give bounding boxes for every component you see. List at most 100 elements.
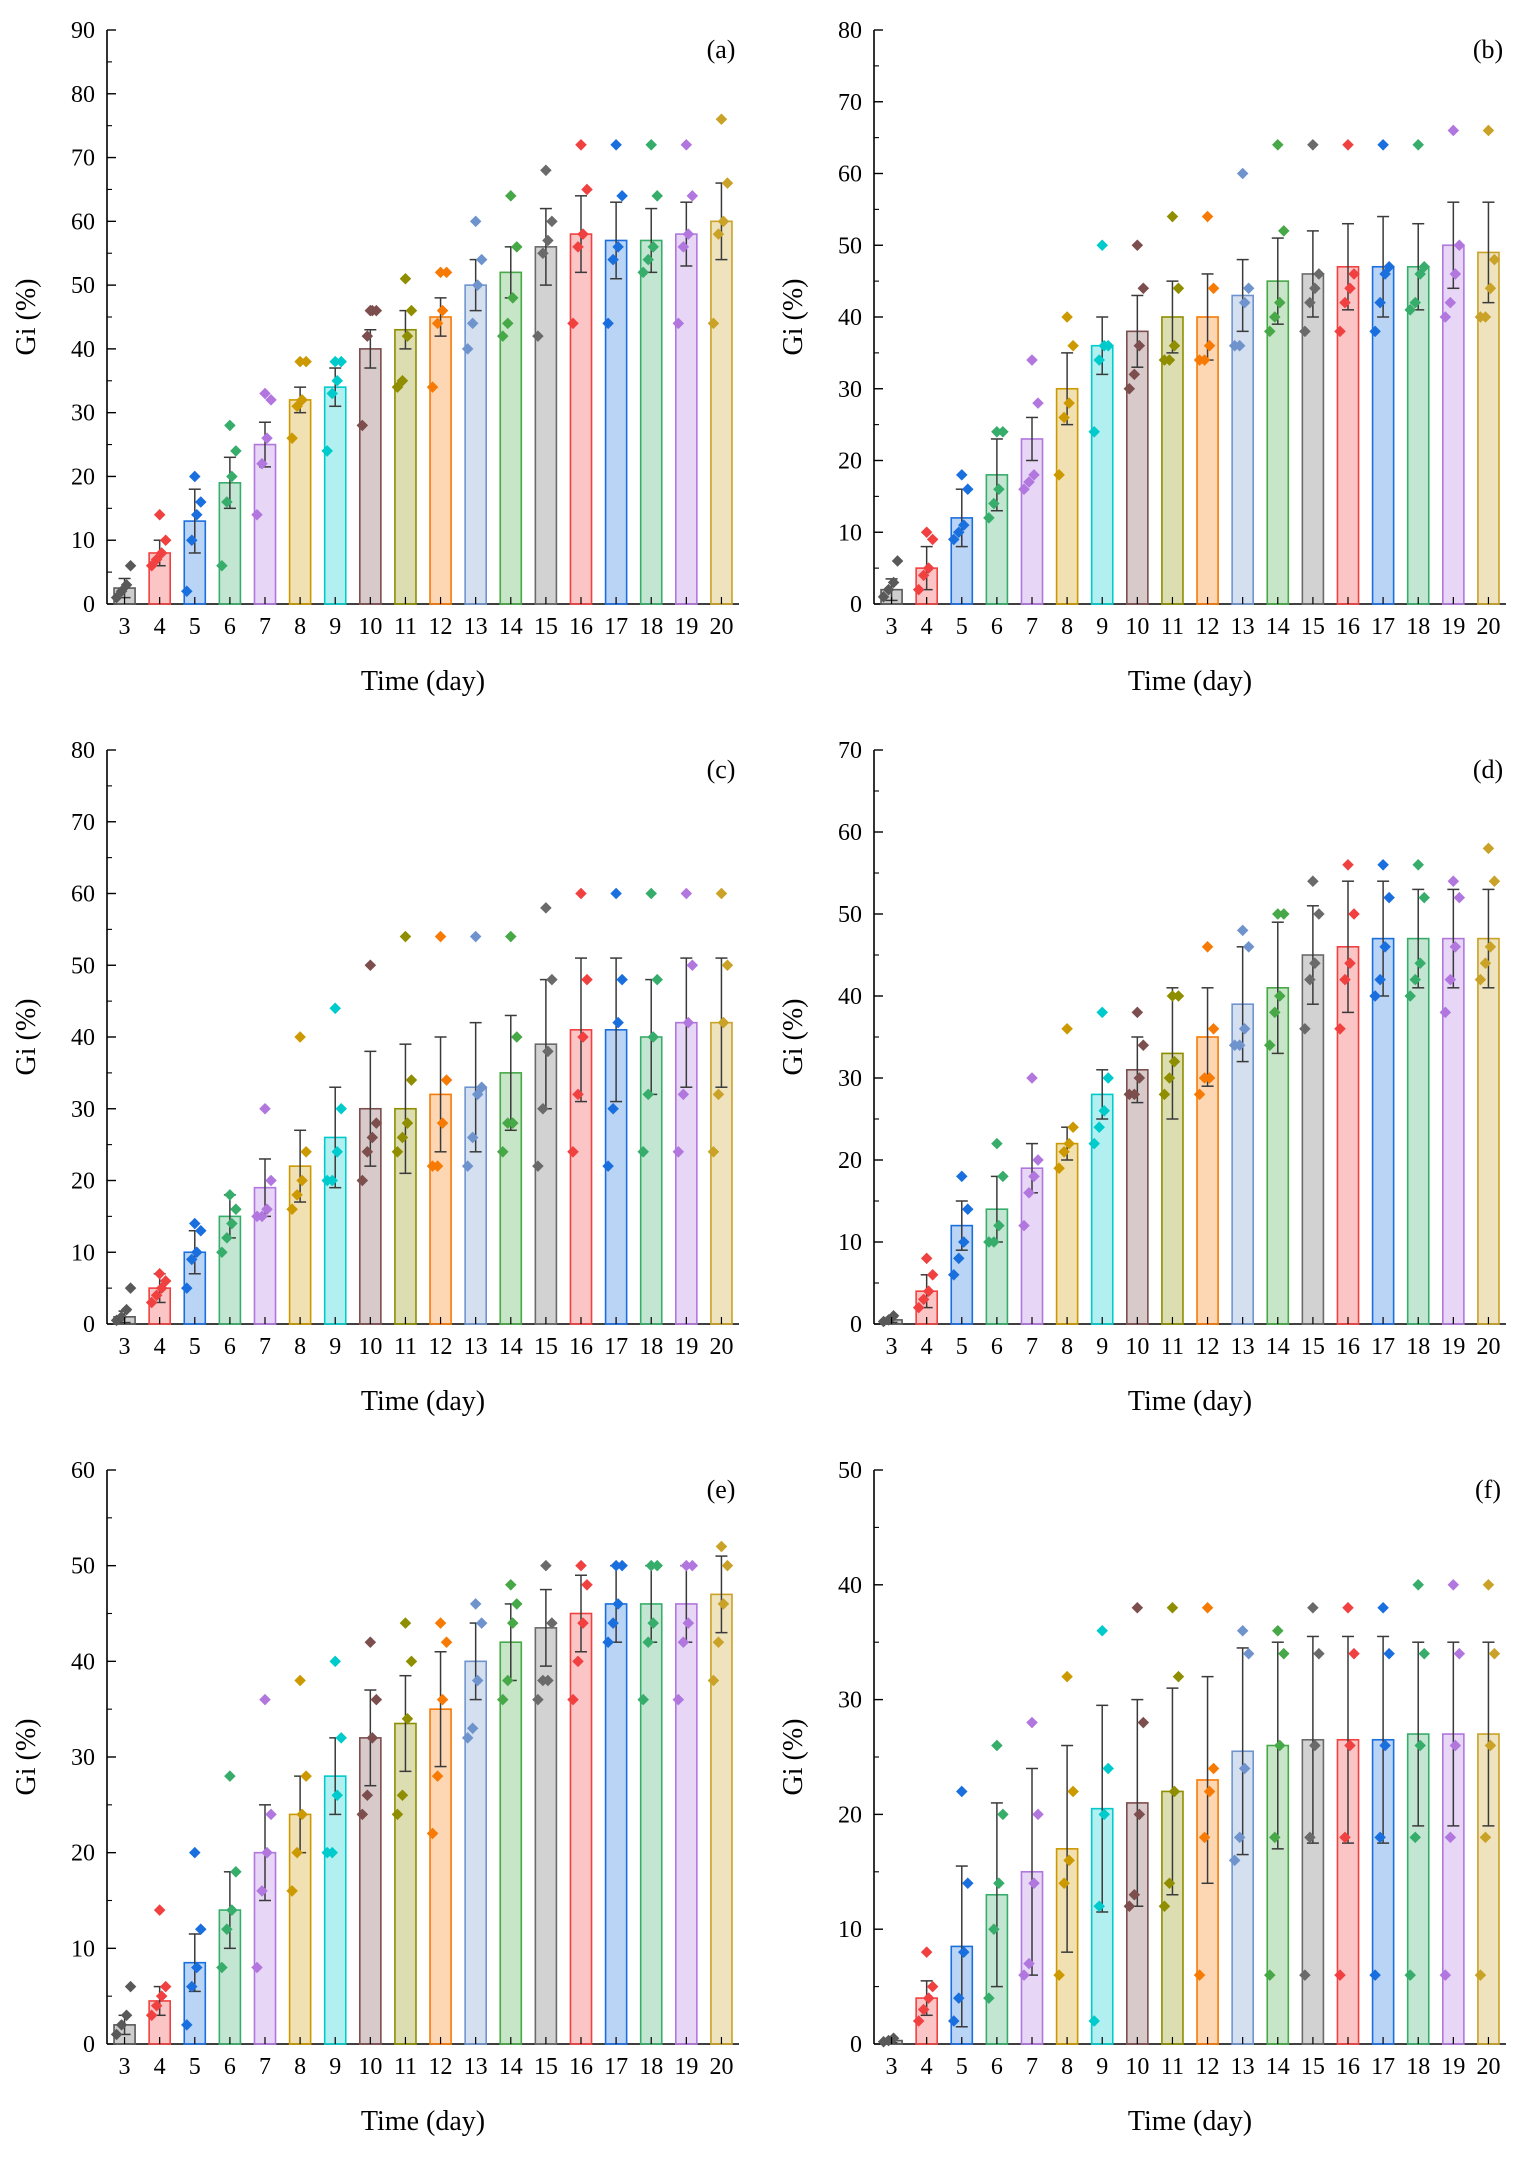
chart-svg-d: 0 10 20 30 40 50 60 70 3 4 5 6 7 8 9 10 11 12 13 14 15 16 17 18… [778, 738, 1506, 1417]
data-point [506, 1117, 519, 1129]
data-point [188, 1846, 201, 1859]
y-tick-label: 40 [71, 1649, 95, 1675]
data-point [440, 1074, 452, 1086]
x-tick-label: 14 [1266, 2054, 1290, 2080]
data-point [1063, 1854, 1075, 1867]
data-point [1374, 296, 1386, 309]
data-point [958, 519, 970, 531]
x-tick-label: 5 [188, 1334, 200, 1360]
y-tick-label: 80 [71, 82, 95, 108]
y-tick-label: 10 [71, 1936, 95, 1962]
data-point [328, 1002, 341, 1015]
y-axis-title: Gi (%) [11, 999, 42, 1076]
data-point [361, 1789, 373, 1802]
data-point [646, 241, 659, 253]
data-point [962, 1877, 974, 1890]
bar [1477, 251, 1500, 605]
data-point [1168, 1785, 1181, 1798]
data-point [1098, 1105, 1110, 1117]
data-point [1307, 875, 1319, 887]
data-point [1369, 1969, 1381, 1981]
chart-svg-c: 0 10 20 30 40 50 60 70 80 3 4 5 6 7 8 9 10 11 12 13 14 15 16 17… [11, 738, 739, 1417]
data-point [1026, 354, 1038, 366]
data-point [1474, 1969, 1487, 1981]
data-point [159, 1980, 171, 1993]
x-tick-label: 7 [1026, 1334, 1038, 1360]
data-point [926, 533, 939, 546]
x-tick-label: 9 [329, 614, 341, 640]
y-axis-title: Gi (%) [11, 1719, 42, 1796]
x-tick-label: 6 [223, 2054, 235, 2080]
x-tick-label: 19 [674, 2054, 698, 2080]
x-tick-label: 13 [463, 614, 487, 640]
bar [569, 233, 592, 605]
data-point [1404, 304, 1416, 316]
data-point [1404, 1969, 1416, 1981]
x-tick-label: 18 [1406, 1334, 1430, 1360]
y-tick-label: 10 [71, 1240, 95, 1266]
data-point [295, 394, 308, 406]
data-point [1264, 1039, 1276, 1051]
y-tick-label: 10 [838, 1230, 862, 1256]
data-point [1163, 354, 1176, 366]
x-tick-label: 17 [1371, 2054, 1395, 2080]
data-point [1412, 1579, 1424, 1591]
data-point [461, 1160, 473, 1172]
data-point [646, 1031, 659, 1043]
data-point [606, 1617, 619, 1629]
data-point [1344, 957, 1356, 969]
chart-svg-f: 0 10 20 30 40 50 3 4 5 6 7 8 9 10 11 12 13 14 15 16 17 18 19 20… [778, 1458, 1506, 2137]
data-point [1307, 139, 1319, 151]
y-tick-label: 10 [71, 528, 95, 554]
data-point [953, 526, 965, 539]
data-point [1409, 973, 1421, 986]
y-tick-label: 20 [838, 1802, 862, 1828]
data-point [1272, 139, 1284, 151]
data-point [370, 1117, 382, 1129]
y-tick-label: 0 [83, 592, 95, 618]
data-point [1172, 282, 1185, 295]
data-point [531, 330, 544, 342]
data-point [991, 426, 1003, 438]
data-point [1203, 1785, 1216, 1798]
data-point [988, 1236, 1000, 1248]
bar [569, 1612, 592, 2045]
data-point [611, 1016, 624, 1029]
data-point [545, 973, 558, 986]
data-point [682, 1617, 694, 1629]
data-point [1018, 1219, 1030, 1232]
data-point [1131, 1601, 1144, 1614]
x-tick-label: 15 [533, 1334, 557, 1360]
data-point [155, 1990, 167, 2002]
x-tick-label: 14 [1266, 1334, 1290, 1360]
data-point [190, 508, 203, 521]
data-point [1444, 973, 1457, 986]
y-tick-label: 70 [838, 738, 862, 764]
data-point [290, 400, 303, 413]
data-point [466, 1722, 478, 1735]
y-axis-title: Gi (%) [778, 279, 809, 356]
data-point [1383, 1647, 1395, 1660]
data-point [1309, 282, 1321, 295]
data-point [155, 1282, 167, 1294]
data-point [1269, 1831, 1281, 1844]
data-point [1383, 891, 1395, 904]
data-point [405, 304, 417, 317]
data-point [887, 2032, 900, 2045]
data-point [180, 585, 193, 598]
data-point [715, 887, 727, 900]
data-point [299, 1146, 312, 1158]
y-tick-label: 70 [838, 90, 862, 116]
y-tick-label: 20 [71, 1841, 95, 1867]
data-point [993, 1877, 1005, 1890]
x-tick-label: 15 [1301, 1334, 1325, 1360]
data-point [1166, 1601, 1179, 1614]
data-point [1278, 1647, 1290, 1660]
x-tick-label: 11 [1161, 614, 1184, 640]
data-point [1379, 1739, 1391, 1752]
data-point [120, 1303, 132, 1316]
data-point [580, 183, 593, 196]
x-tick-label: 10 [1125, 2054, 1149, 2080]
data-point [1088, 2015, 1100, 2027]
data-point [615, 973, 628, 986]
